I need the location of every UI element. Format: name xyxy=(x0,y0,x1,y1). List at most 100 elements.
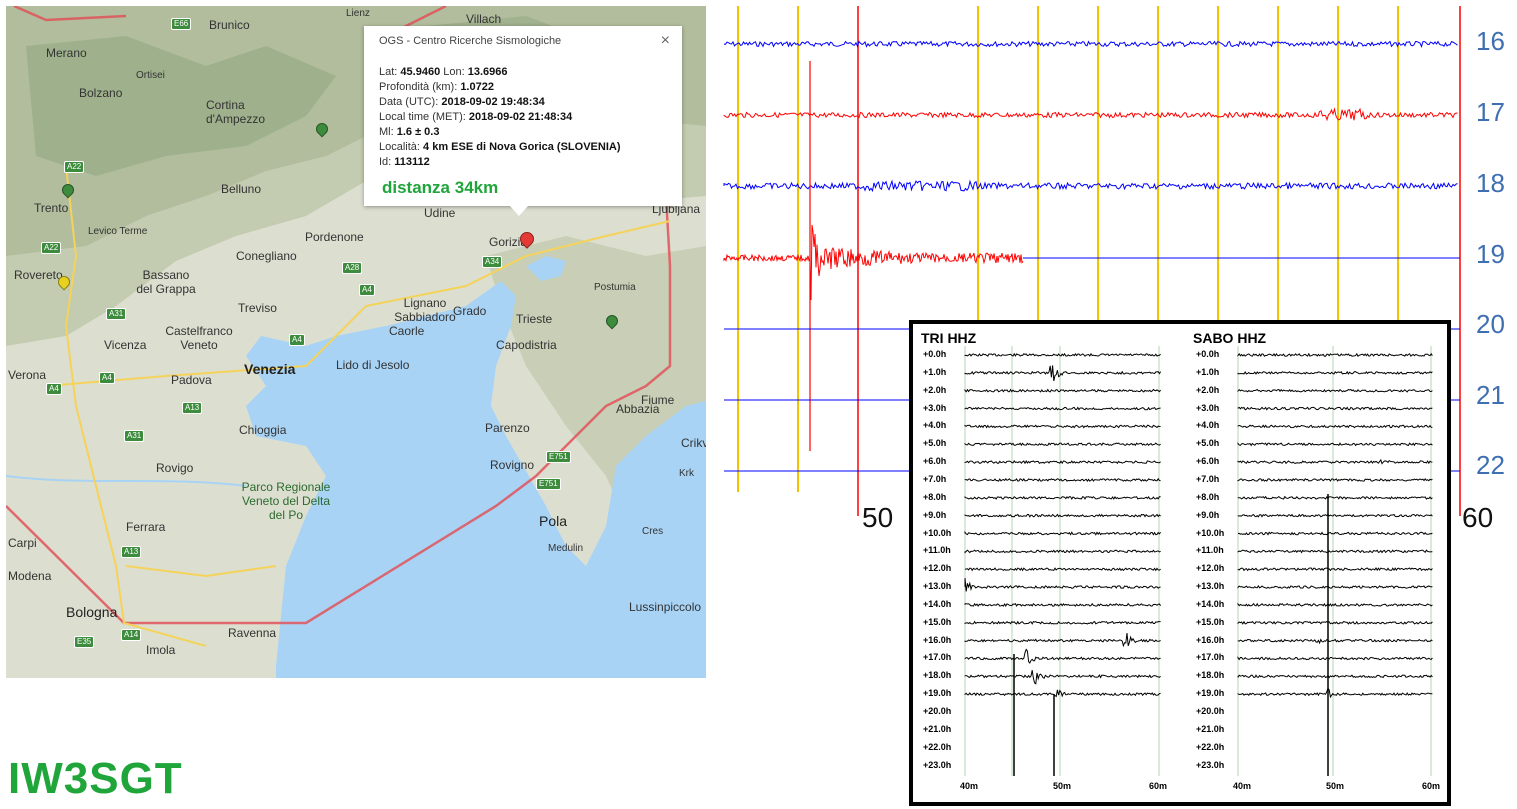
drum-trace xyxy=(1237,584,1433,589)
place-label: Udine xyxy=(424,206,456,220)
place-label: Vicenza xyxy=(104,338,147,352)
place-label: Lussinpiccolo xyxy=(629,600,702,614)
drum-trace xyxy=(1237,513,1433,518)
drum-trace xyxy=(964,477,1161,482)
minute-label: 50 xyxy=(862,502,894,533)
row-label: +12.0h xyxy=(1196,563,1225,574)
event-info-popup: × OGS - Centro Ricerche Sismologiche Lat… xyxy=(364,26,682,206)
row-label: +9.0h xyxy=(1196,509,1220,520)
row-label: +23.0h xyxy=(923,759,952,770)
road-shield: A28 xyxy=(342,262,363,274)
drum-trace xyxy=(964,633,1161,648)
place-label: Chioggia xyxy=(239,423,287,437)
row-label: +1.0h xyxy=(1196,366,1220,377)
row-label: +6.0h xyxy=(923,456,947,467)
place-label: Cortina d'Ampezzo xyxy=(206,98,265,126)
drum-trace xyxy=(964,530,1161,536)
place-label: Bologna xyxy=(66,604,118,620)
road-shield: A4 xyxy=(46,383,62,395)
hour-label: 22 xyxy=(1476,450,1505,480)
place-label: Cres xyxy=(642,526,664,537)
row-label: +1.0h xyxy=(923,366,947,377)
row-label: +14.0h xyxy=(1196,598,1225,609)
popup-distance: distanza 34km xyxy=(382,178,499,197)
row-label: +13.0h xyxy=(1196,581,1225,592)
row-label: +8.0h xyxy=(923,491,947,502)
row-label: +3.0h xyxy=(1196,402,1220,413)
place-label: Brunico xyxy=(209,18,250,32)
hour-label: 17 xyxy=(1476,97,1505,127)
popup-date-utc: Data (UTC): 2018-09-02 19:48:34 xyxy=(379,96,545,108)
row-label: +13.0h xyxy=(923,581,952,592)
road-shield: A4 xyxy=(359,284,375,296)
close-icon[interactable]: × xyxy=(660,32,670,49)
seismic-trace xyxy=(723,179,1458,193)
row-label: +16.0h xyxy=(923,634,952,645)
place-label: Caorle xyxy=(389,324,425,338)
row-label: +15.0h xyxy=(923,616,952,627)
row-label: +7.0h xyxy=(923,473,947,484)
place-label: Medulin xyxy=(548,543,584,554)
minute-label: 60 xyxy=(1462,502,1494,533)
popup-title: OGS - Centro Ricerche Sismologiche xyxy=(379,35,562,47)
drum-trace xyxy=(1237,638,1433,645)
row-label: +16.0h xyxy=(1196,634,1225,645)
hour-label: 19 xyxy=(1476,239,1505,269)
place-label: Levico Terme xyxy=(88,226,148,237)
place-label: Lienz xyxy=(346,8,370,19)
hour-label: 21 xyxy=(1476,380,1505,410)
place-label: Belluno xyxy=(221,182,262,196)
popup-depth: Profondità (km): 1.0722 xyxy=(379,81,494,93)
road-shield: A4 xyxy=(99,372,115,384)
row-label: +5.0h xyxy=(923,438,947,449)
place-label: Ortisei xyxy=(136,70,165,81)
row-label: +4.0h xyxy=(923,420,947,431)
road-shield: A22 xyxy=(41,242,62,254)
road-shield: A4 xyxy=(289,334,305,346)
drum-trace xyxy=(964,459,1161,465)
place-label: Castelfranco Veneto xyxy=(165,324,233,352)
drum-trace xyxy=(1237,388,1433,393)
axis-label: 50m xyxy=(1053,781,1072,791)
popup-lat-lon: Lat: 45.9460 Lon: 13.6966 xyxy=(379,66,508,78)
popup-id: Id: 113112 xyxy=(379,156,430,168)
row-label: +17.0h xyxy=(923,652,952,663)
place-label: Postumia xyxy=(594,282,636,293)
road-shield: E35 xyxy=(74,636,95,648)
seismic-trace xyxy=(723,40,1458,48)
row-label: +8.0h xyxy=(1196,491,1220,502)
road-shield: A13 xyxy=(182,402,203,414)
row-label: +15.0h xyxy=(1196,616,1225,627)
drum-trace xyxy=(964,388,1161,393)
station-title: TRI HHZ xyxy=(921,330,977,346)
drum-trace xyxy=(1237,687,1433,699)
hour-label: 16 xyxy=(1476,26,1505,56)
station-title: SABO HHZ xyxy=(1193,330,1267,346)
place-label: Villach xyxy=(466,12,502,26)
drum-trace xyxy=(964,549,1161,554)
row-label: +9.0h xyxy=(923,509,947,520)
drum-trace xyxy=(964,352,1161,357)
row-label: +22.0h xyxy=(1196,741,1225,752)
drum-trace xyxy=(964,648,1161,664)
place-label: Parco Regionale Veneto del Delta del Po xyxy=(241,480,331,522)
row-label: +5.0h xyxy=(1196,438,1220,449)
place-label: Parenzo xyxy=(485,421,530,435)
drum-panel: TRI HHZ SABO HHZ +0.0h +1.0h +2.0h +3.0h +4.… xyxy=(909,320,1451,806)
drum-trace xyxy=(1237,620,1433,625)
place-label: Trento xyxy=(34,201,69,215)
place-label: Verona xyxy=(8,368,47,382)
drum-trace xyxy=(964,442,1161,447)
place-label: Rovigno xyxy=(490,458,535,472)
place-label: Fiume xyxy=(641,393,675,407)
drum-trace xyxy=(964,424,1161,429)
road-shield: A31 xyxy=(124,430,145,442)
drum-trace xyxy=(1237,655,1433,661)
road-shield: E66 xyxy=(171,18,192,30)
drum-trace xyxy=(1237,549,1433,554)
row-label: +12.0h xyxy=(923,563,952,574)
row-label: +0.0h xyxy=(923,349,947,359)
row-label: +2.0h xyxy=(923,384,947,395)
row-label: +21.0h xyxy=(1196,723,1225,734)
place-label: Venezia xyxy=(244,361,296,377)
